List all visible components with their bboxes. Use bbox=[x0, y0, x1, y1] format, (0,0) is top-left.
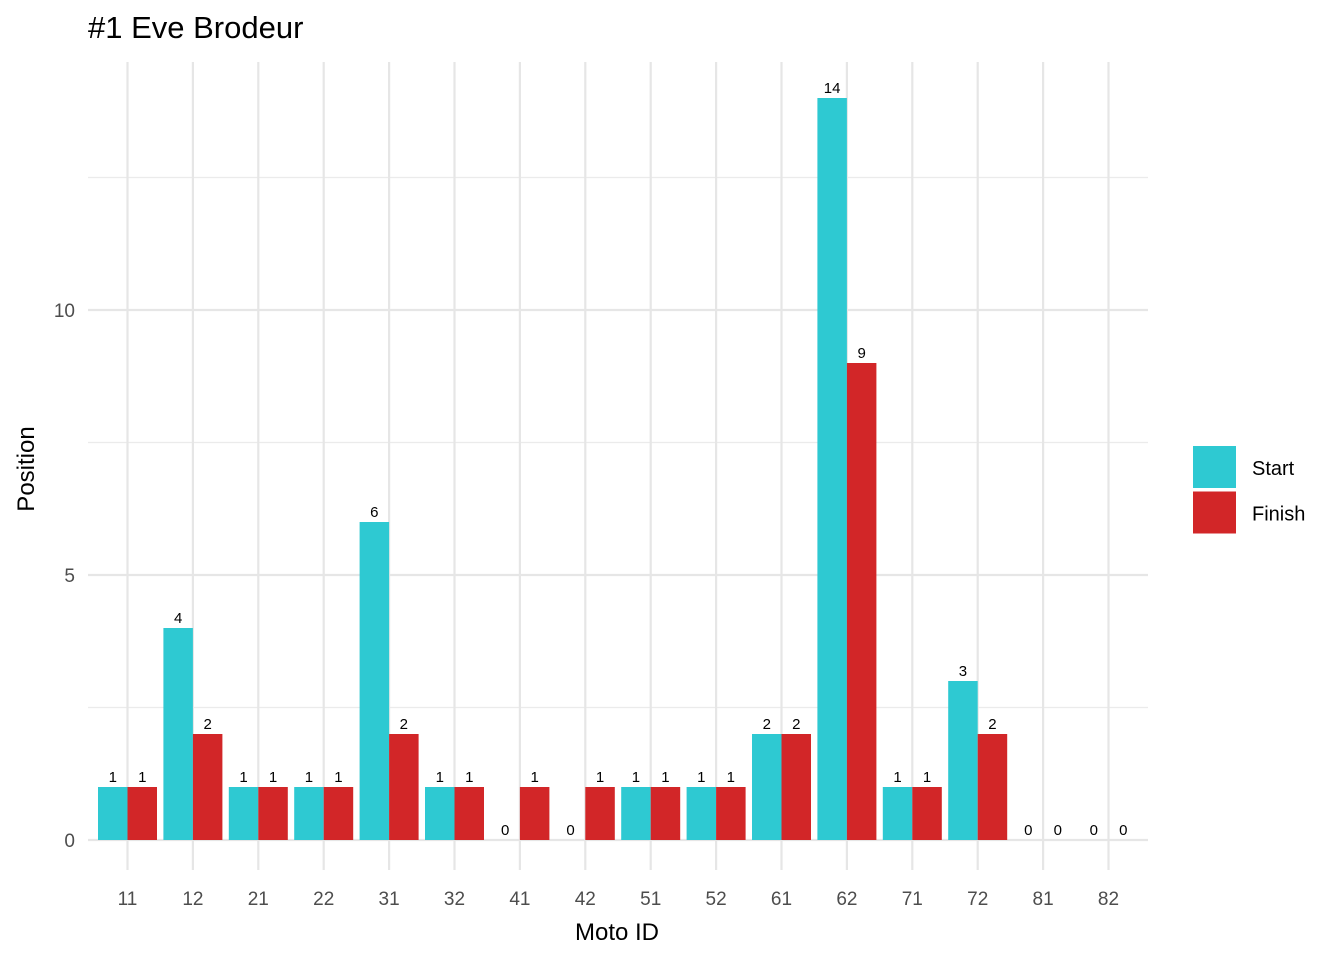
bar-finish bbox=[454, 787, 484, 840]
bar-value-label: 1 bbox=[465, 769, 473, 786]
y-tick-label: 0 bbox=[64, 831, 75, 852]
x-tick-label: 42 bbox=[575, 889, 596, 910]
bar-finish bbox=[258, 787, 288, 840]
bar-value-label: 1 bbox=[269, 769, 277, 786]
bar-finish bbox=[519, 787, 550, 840]
bar-value-label: 0 bbox=[1054, 822, 1062, 839]
legend-swatch-finish bbox=[1193, 491, 1236, 534]
bar-value-label: 0 bbox=[1024, 822, 1032, 839]
bar-start bbox=[686, 787, 717, 840]
x-axis-label: Moto ID bbox=[575, 919, 659, 946]
bar-finish bbox=[846, 363, 877, 840]
x-tick-label: 51 bbox=[640, 889, 661, 910]
x-tick-label: 52 bbox=[706, 889, 727, 910]
x-tick-label: 81 bbox=[1033, 889, 1054, 910]
bar-finish bbox=[192, 734, 223, 840]
x-tick-label: 31 bbox=[379, 889, 400, 910]
bar-value-label: 2 bbox=[792, 716, 800, 733]
y-tick-label: 5 bbox=[64, 566, 75, 587]
legend-swatch-start bbox=[1193, 446, 1236, 488]
bar-start bbox=[425, 787, 455, 840]
bar-value-label: 1 bbox=[436, 769, 444, 786]
bar-start bbox=[948, 681, 978, 840]
bar-value-label: 2 bbox=[400, 716, 408, 733]
bar-value-label: 0 bbox=[1090, 822, 1098, 839]
bar-finish bbox=[781, 734, 811, 840]
bar-value-label: 0 bbox=[1119, 822, 1127, 839]
bar-finish bbox=[650, 787, 681, 840]
x-tick-labels: 11 12 21 22 31 32 41 42 51 52 61 62 71 72 81 82 bbox=[118, 889, 1119, 910]
x-tick-label: 61 bbox=[771, 889, 792, 910]
bar-value-label: 14 bbox=[824, 80, 841, 97]
bar-value-label: 1 bbox=[334, 769, 342, 786]
bar-start bbox=[817, 98, 847, 840]
bar-start bbox=[359, 522, 390, 840]
bar-start bbox=[752, 734, 782, 840]
chart-title: #1 Eve Brodeur bbox=[88, 10, 304, 45]
bar-value-label: 1 bbox=[530, 769, 538, 786]
x-tick-label: 71 bbox=[902, 889, 923, 910]
y-tick-label: 10 bbox=[54, 301, 75, 322]
bar-start bbox=[163, 628, 193, 840]
bar-value-label: 0 bbox=[501, 822, 509, 839]
bars-layer bbox=[98, 98, 1008, 840]
bar-finish bbox=[389, 734, 419, 840]
legend-label-start: Start bbox=[1252, 458, 1295, 480]
y-axis-label: Position bbox=[13, 426, 40, 511]
x-tick-label: 62 bbox=[836, 889, 857, 910]
bar-start bbox=[621, 787, 651, 840]
bar-value-label: 4 bbox=[174, 610, 182, 627]
bar-value-label: 1 bbox=[138, 769, 146, 786]
bar-value-label: 6 bbox=[370, 504, 378, 521]
bar-value-label: 1 bbox=[305, 769, 313, 786]
bar-finish bbox=[127, 787, 157, 840]
bar-value-label: 0 bbox=[566, 822, 574, 839]
bar-value-label: 1 bbox=[923, 769, 931, 786]
legend-label-finish: Finish bbox=[1252, 504, 1305, 526]
bar-value-label: 1 bbox=[727, 769, 735, 786]
bar-value-label: 2 bbox=[988, 716, 996, 733]
bar-value-label: 1 bbox=[893, 769, 901, 786]
bar-value-label: 1 bbox=[596, 769, 604, 786]
bar-start bbox=[228, 787, 259, 840]
x-tick-label: 12 bbox=[182, 889, 203, 910]
bar-value-label: 1 bbox=[632, 769, 640, 786]
bar-start bbox=[882, 787, 913, 840]
bar-value-label: 2 bbox=[203, 716, 211, 733]
x-tick-label: 82 bbox=[1098, 889, 1119, 910]
bar-start bbox=[294, 787, 324, 840]
x-tick-label: 21 bbox=[248, 889, 269, 910]
bar-finish bbox=[585, 787, 615, 840]
bar-value-label: 2 bbox=[763, 716, 771, 733]
x-tick-label: 22 bbox=[313, 889, 334, 910]
bar-start bbox=[98, 787, 128, 840]
x-tick-label: 41 bbox=[509, 889, 530, 910]
x-tick-label: 72 bbox=[967, 889, 988, 910]
bar-finish bbox=[912, 787, 942, 840]
bar-finish bbox=[716, 787, 746, 840]
y-tick-labels: 0 5 10 bbox=[54, 301, 75, 852]
bar-value-label: 1 bbox=[661, 769, 669, 786]
bar-value-label: 3 bbox=[959, 663, 967, 680]
x-tick-label: 11 bbox=[118, 889, 138, 910]
bar-value-label: 1 bbox=[697, 769, 705, 786]
bar-value-label: 1 bbox=[239, 769, 247, 786]
bar-finish bbox=[323, 787, 354, 840]
bar-value-label: 9 bbox=[857, 345, 865, 362]
x-tick-label: 32 bbox=[444, 889, 465, 910]
bar-finish bbox=[977, 734, 1008, 840]
legend: Start Finish bbox=[1193, 446, 1305, 534]
bar-value-label: 1 bbox=[109, 769, 117, 786]
